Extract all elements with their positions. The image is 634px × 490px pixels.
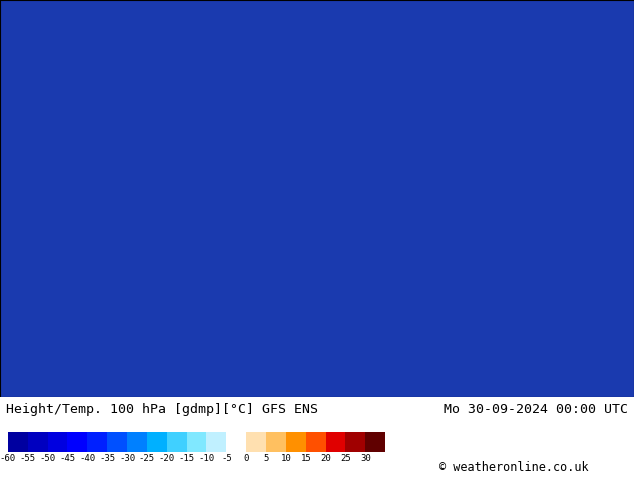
FancyBboxPatch shape (365, 432, 385, 452)
FancyBboxPatch shape (167, 432, 186, 452)
FancyBboxPatch shape (286, 432, 306, 452)
Text: 10: 10 (280, 454, 291, 463)
Text: 25: 25 (340, 454, 351, 463)
Text: 20: 20 (320, 454, 331, 463)
FancyBboxPatch shape (107, 432, 127, 452)
Text: -40: -40 (79, 454, 95, 463)
Text: Height/Temp. 100 hPa [gdmp][°C] GFS ENS: Height/Temp. 100 hPa [gdmp][°C] GFS ENS (6, 402, 318, 416)
Text: -45: -45 (60, 454, 75, 463)
FancyBboxPatch shape (28, 432, 48, 452)
Text: -35: -35 (99, 454, 115, 463)
Text: Mo 30-09-2024 00:00 UTC (06+162): Mo 30-09-2024 00:00 UTC (06+162) (444, 402, 634, 416)
FancyBboxPatch shape (8, 432, 28, 452)
Text: -20: -20 (158, 454, 175, 463)
FancyBboxPatch shape (326, 432, 346, 452)
Text: -50: -50 (39, 454, 56, 463)
Text: 15: 15 (301, 454, 311, 463)
FancyBboxPatch shape (127, 432, 147, 452)
FancyBboxPatch shape (48, 432, 67, 452)
FancyBboxPatch shape (306, 432, 326, 452)
Text: 30: 30 (360, 454, 371, 463)
FancyBboxPatch shape (87, 432, 107, 452)
Text: -55: -55 (20, 454, 36, 463)
FancyBboxPatch shape (266, 432, 286, 452)
FancyBboxPatch shape (246, 432, 266, 452)
Text: -25: -25 (139, 454, 155, 463)
FancyBboxPatch shape (67, 432, 87, 452)
FancyBboxPatch shape (226, 432, 246, 452)
FancyBboxPatch shape (147, 432, 167, 452)
FancyBboxPatch shape (346, 432, 365, 452)
FancyBboxPatch shape (186, 432, 207, 452)
Text: -30: -30 (119, 454, 135, 463)
Text: © weatheronline.co.uk: © weatheronline.co.uk (439, 461, 588, 474)
Text: -15: -15 (179, 454, 195, 463)
Text: -10: -10 (198, 454, 214, 463)
Text: 5: 5 (263, 454, 269, 463)
Text: -5: -5 (221, 454, 231, 463)
FancyBboxPatch shape (207, 432, 226, 452)
Text: -60: -60 (0, 454, 16, 463)
Text: 0: 0 (243, 454, 249, 463)
